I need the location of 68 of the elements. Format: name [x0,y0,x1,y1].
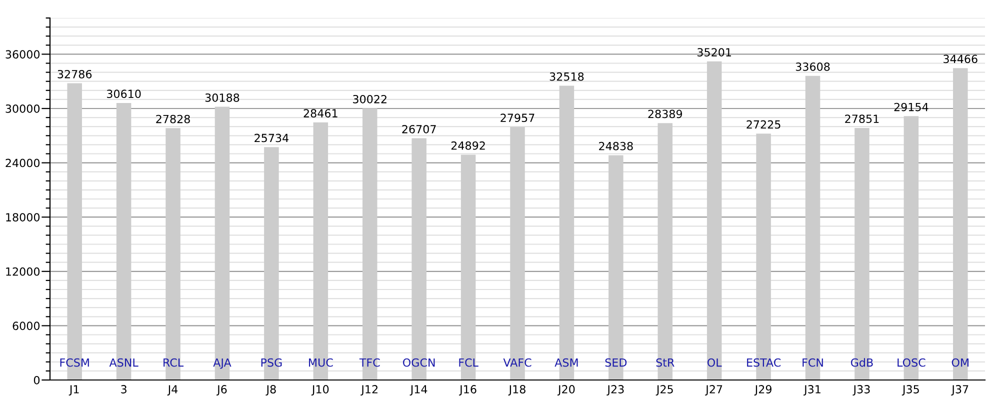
x-tick-label: J27 [705,385,722,396]
annotation: AJA [213,358,232,369]
x-tick-label: J6 [216,385,227,396]
annotation: OGCN [402,358,435,367]
x-tick-label: J1 [68,385,79,396]
x-tick-label: J20 [557,385,575,396]
y-tick-label: 12000 [6,267,40,276]
data-label: 34466 [944,54,978,64]
bar [214,106,230,380]
data-label: 27828 [156,114,190,124]
data-label: 28461 [304,109,338,118]
x-tick-label: J33 [852,385,870,396]
data-label: 24892 [451,141,485,150]
annotation: GdB [850,358,873,367]
y-tick-label: 0 [34,376,40,384]
x-tick-label: J12 [360,385,378,396]
data-label: 28389 [648,110,682,118]
annotation: MUC [309,358,333,367]
annotation: OL [707,358,722,367]
x-tick-label: J18 [508,385,526,396]
annotation: FCL [459,358,478,367]
data-label: 25734 [254,134,288,142]
annotation: LOSC [898,358,926,367]
annotation: SED [605,358,627,367]
annotation: FCN [802,358,823,367]
x-tick-label: J4 [167,385,178,396]
y-tick-label: 36000 [6,50,40,59]
y-tick-label: 30000 [6,104,40,113]
data-label: 32786 [58,70,92,78]
y-tick-label: 24000 [6,158,40,168]
data-label: 30188 [205,93,240,102]
x-tick-label: 3 [121,385,126,394]
x-tick-label: J25 [656,385,673,396]
data-label: 32518 [550,72,584,81]
bar [706,61,722,380]
x-tick-label: J8 [266,385,276,396]
x-tick-label: J37 [951,385,968,396]
annotation: VAFC [503,358,532,367]
bar [953,68,968,380]
annotation: ASNL [109,358,138,367]
data-label: 30610 [106,90,141,98]
y-tick-label: 18000 [6,213,40,222]
y-tick-label: 6000 [12,322,40,330]
x-tick-label: J35 [902,385,919,396]
annotation: ASM [554,358,578,367]
annotation: ESTAC [747,358,781,367]
annotation: FCSM [60,358,89,367]
data-label: 27957 [500,114,534,122]
annotation: RCL [164,358,184,367]
data-label: 27225 [746,120,780,129]
data-label: 30022 [353,94,386,104]
data-label: 29154 [894,102,928,112]
data-label: 35201 [698,48,731,56]
data-label: 27851 [845,114,879,124]
x-tick-label: J29 [754,385,772,396]
data-label: 24838 [599,142,633,150]
annotation: OM [952,358,968,367]
x-tick-label: J31 [803,385,820,396]
annotation: StR [656,358,674,367]
bar [658,123,673,380]
x-tick-label: J14 [410,385,428,396]
annotation: TFC [359,358,380,367]
x-tick-label: J16 [459,385,476,396]
data-label: 33608 [796,62,830,71]
data-label: 26707 [402,124,436,134]
x-tick-label: J10 [311,385,329,396]
x-tick-label: J23 [606,385,624,396]
annotation: PSG [261,358,282,367]
